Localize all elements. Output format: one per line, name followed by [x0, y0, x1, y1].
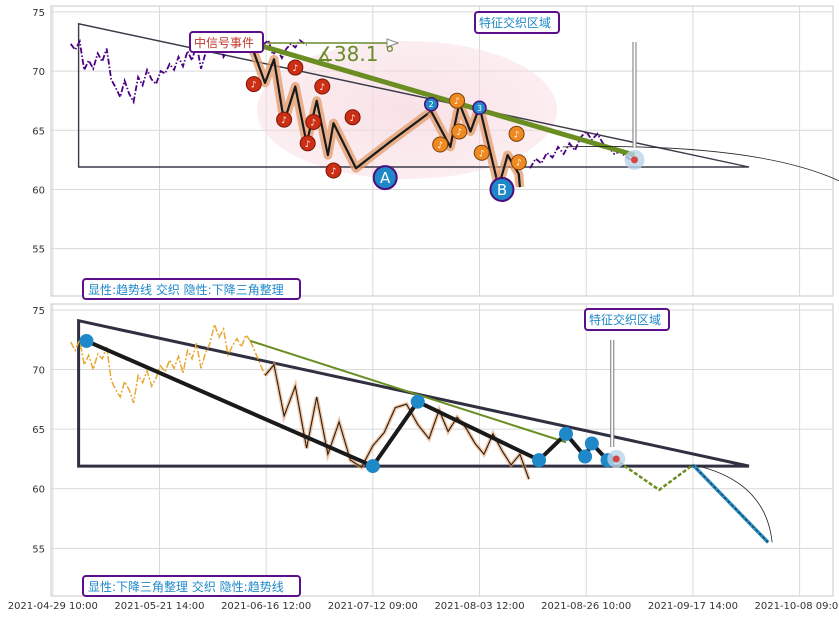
y-tick-label: 65: [32, 425, 45, 436]
zigzag-node: [365, 459, 380, 474]
pattern-point-marker: [372, 165, 398, 191]
region-box-frame: [584, 308, 670, 331]
y-tick-label: 70: [32, 366, 45, 377]
event-marker-red: [305, 114, 322, 130]
event-marker-orange: [432, 136, 449, 153]
price-series-line: [70, 321, 251, 404]
y-tick-label: 65: [32, 126, 45, 137]
zigzag-node: [578, 449, 593, 464]
event-marker-red: [276, 111, 293, 128]
region-box-label: 特征交织区域: [479, 15, 551, 30]
event-marker-red: [245, 76, 262, 93]
event-marker-glyph: ♪: [456, 128, 462, 138]
event-marker-orange: [508, 125, 525, 142]
y-tick-label: 60: [32, 485, 45, 496]
bottom-region-box: 特征交织区域: [584, 308, 670, 331]
event-box-label: 中信号事件: [194, 35, 254, 50]
event-marker-glyph: ♪: [251, 81, 257, 91]
event-marker-glyph: ♪: [514, 130, 520, 140]
x-tick-label: 2021-07-12 09:00: [328, 601, 418, 612]
x-tick-label: 2021-04-29 10:00: [8, 601, 98, 612]
event-marker-glyph: ♪: [319, 83, 325, 93]
x-tick-label: 2021-08-03 12:00: [434, 601, 524, 612]
event-marker-red: [287, 59, 304, 76]
y-tick-label: 75: [32, 8, 45, 19]
event-marker-glyph: ♪: [310, 119, 316, 129]
x-tick-label: 2021-08-26 10:00: [541, 601, 631, 612]
event-marker-orange: [449, 92, 466, 109]
pattern-point-marker: [489, 176, 515, 202]
zigzag-node: [532, 453, 547, 468]
y-tick-label: 75: [32, 306, 45, 317]
wave-number-label: 2: [429, 100, 434, 109]
wave-number-marker: [472, 100, 487, 116]
event-marker-red: [344, 109, 361, 126]
event-marker-orange: [473, 144, 490, 161]
event-marker-glyph: ♪: [350, 114, 356, 124]
y-tick-label: 55: [32, 544, 45, 555]
event-marker-glyph: ♪: [479, 149, 485, 159]
event-marker-glyph: ♪: [331, 167, 337, 177]
event-marker-glyph: ♪: [281, 116, 287, 126]
caption-frame: [82, 278, 301, 300]
caption-frame: [82, 575, 301, 597]
region-box-label: 特征交织区域: [589, 312, 661, 327]
wave-number-label: 3: [477, 104, 482, 113]
focus-point: [612, 455, 620, 463]
x-tick-label: 2021-06-16 12:00: [221, 601, 311, 612]
price-series-line: [69, 34, 308, 105]
projection-arc: [698, 465, 773, 543]
event-marker-red: [299, 135, 316, 152]
projection-arc: [562, 146, 839, 182]
event-marker-glyph: ♪: [437, 141, 443, 151]
pattern-point-label: B: [497, 181, 507, 199]
x-tick-label: 2021-10-08 09:00: [755, 601, 839, 612]
focus-point: [630, 156, 638, 164]
x-tick-label: 2021-05-21 14:00: [114, 601, 204, 612]
top-region-box: 特征交织区域: [474, 11, 560, 34]
event-box-frame: [189, 31, 264, 53]
bottom-chart-panel: 55 60 65 70 75: [32, 303, 834, 597]
projection-green: [613, 457, 694, 492]
region-box-frame: [474, 11, 560, 34]
event-marker-glyph: ♪: [516, 159, 522, 169]
caption-text: 显性:下降三角整理 交织 隐性:趋势线: [88, 579, 284, 594]
top-event-box: 中信号事件: [189, 31, 264, 53]
angle-label: ∡38.1 °: [316, 42, 395, 66]
caption-text: 显性:趋势线 交织 隐性:下降三角整理: [88, 282, 284, 297]
zigzag-node: [558, 426, 573, 441]
y-tick-label: 70: [32, 67, 45, 78]
shared-x-axis: 2021-04-29 10:00 2021-05-21 14:00 2021-06-…: [8, 601, 839, 612]
y-tick-label: 55: [32, 245, 45, 256]
x-tick-label: 2021-09-17 14:00: [648, 601, 738, 612]
wave-line: [264, 363, 530, 480]
trend-line: [249, 40, 636, 158]
y-tick-label: 60: [32, 185, 45, 196]
zigzag-node: [584, 436, 599, 451]
plot-area: [50, 303, 834, 597]
pattern-point-label: A: [380, 169, 391, 187]
event-marker-glyph: ♪: [305, 140, 311, 150]
event-marker-glyph: ♪: [292, 64, 298, 74]
top-angle-annotation: ∡38.1 °: [267, 38, 400, 66]
zigzag-node: [410, 394, 425, 409]
projection-blue-core: [692, 464, 769, 543]
event-marker-orange: [510, 154, 527, 171]
event-marker-red: [314, 78, 331, 95]
bottom-caption-box: 显性:下降三角整理 交织 隐性:趋势线: [82, 575, 301, 597]
event-marker-orange: [451, 123, 468, 140]
event-marker-red: [325, 162, 342, 179]
zigzag-node: [79, 333, 94, 348]
descending-triangle: [77, 22, 750, 168]
trend-line: [250, 339, 567, 444]
top-caption-box: 显性:趋势线 交织 隐性:下降三角整理: [82, 278, 301, 300]
angle-arrow-head: [386, 38, 400, 48]
wave-number-marker: [423, 96, 439, 112]
event-marker-glyph: ♪: [454, 97, 460, 107]
